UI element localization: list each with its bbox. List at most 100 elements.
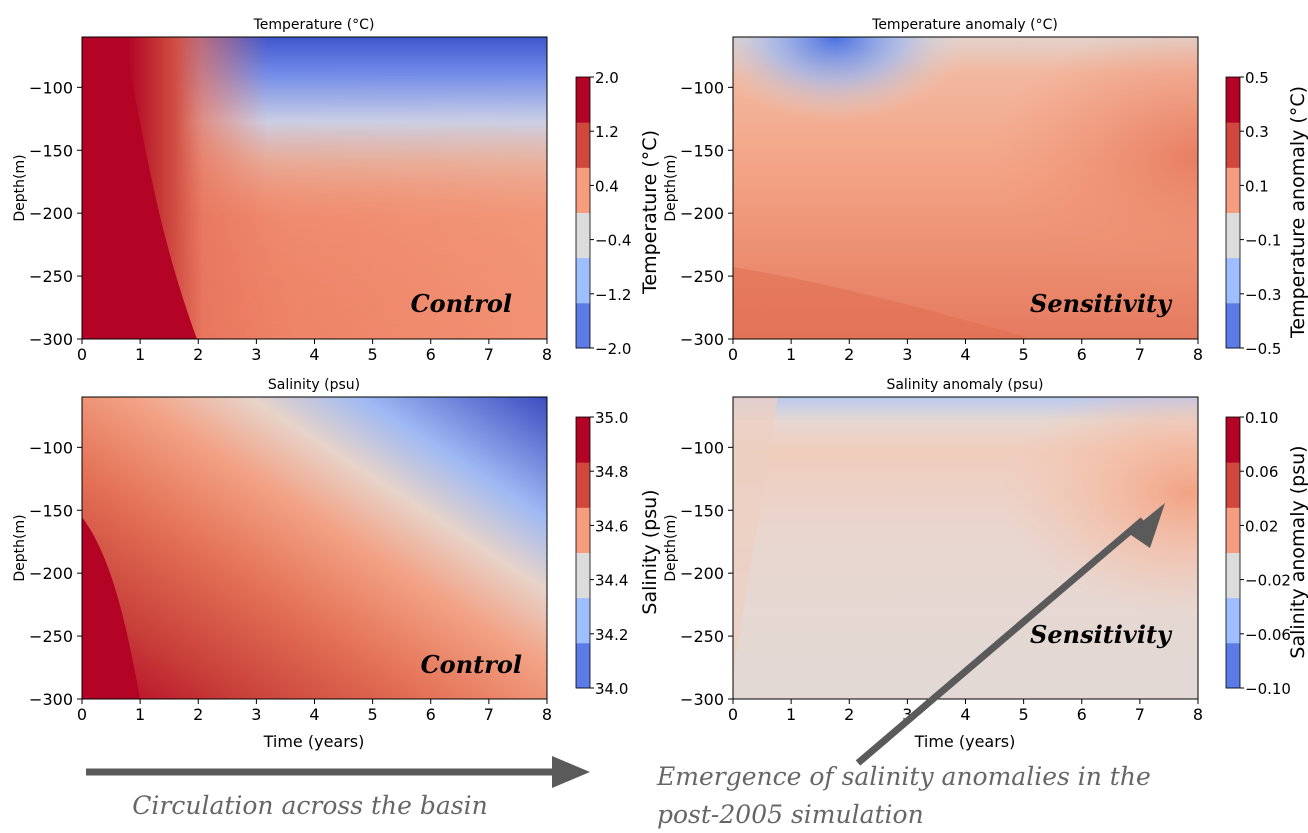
emergence-arrowhead — [1128, 503, 1165, 548]
x-tick-label: 0 — [77, 345, 87, 364]
colorbar-tick-label: 0.02 — [1245, 517, 1278, 535]
x-tick-label: 6 — [426, 345, 436, 364]
colorbar-band — [1226, 642, 1240, 689]
x-tick-label: 5 — [1019, 345, 1029, 364]
emergence-caption-line1: Emergence of salinity anomalies in the — [656, 762, 1151, 791]
colorbar-label: Salinity anomaly (psu) — [1287, 445, 1308, 658]
y-tick-label: −250 — [680, 267, 724, 286]
colorbar-label: Salinity (psu) — [639, 489, 661, 614]
y-tick-label: −300 — [680, 330, 724, 349]
y-axis: −100 −150 −200 −250 −300 — [680, 78, 733, 349]
colorbar-tick-label: 34.8 — [595, 463, 628, 481]
colorbar-frame — [1225, 416, 1241, 689]
panel-title: Salinity (psu) — [268, 377, 360, 393]
x-tick-label: 2 — [844, 705, 854, 724]
colorbar-tick-label: 1.2 — [595, 123, 619, 141]
x-tick-label: 0 — [77, 705, 87, 724]
x-axis-label: Time (years) — [914, 732, 1016, 751]
colorbar-band — [1226, 257, 1240, 304]
x-tick-label: 0 — [728, 345, 738, 364]
y-tick-label: −100 — [680, 78, 724, 97]
colorbar-tick-label: 0.10 — [1245, 409, 1278, 427]
x-tick-label: 7 — [484, 345, 494, 364]
colorbar-band — [1226, 77, 1240, 123]
colorbar-tick-label: 34.6 — [595, 517, 628, 535]
x-tick-label: 1 — [786, 345, 796, 364]
heatmap-warm-wedge — [82, 37, 197, 339]
colorbar-band — [576, 642, 590, 689]
x-tick-label: 1 — [135, 705, 145, 724]
x-tick-label: 5 — [368, 705, 378, 724]
y-tick-label: −300 — [29, 330, 73, 349]
colorbar-band — [576, 417, 590, 463]
heatmap-warm-wedge — [82, 517, 140, 699]
colorbar-temperature-anomaly: Temperature anomaly (°C) 0.5 0.3 0.1 −0.1 −0… — [1225, 69, 1308, 358]
colorbar-tick-label: −0.10 — [1245, 680, 1291, 698]
x-tick-label: 7 — [1135, 705, 1145, 724]
heatmap-field — [82, 397, 547, 699]
colorbar-band — [576, 167, 590, 213]
colorbar-salinity-anomaly: Salinity anomaly (psu) 0.10 0.06 0.02 −0.02… — [1225, 409, 1308, 698]
y-axis-label: Depth(m) — [12, 514, 28, 581]
x-tick-label: 3 — [902, 345, 912, 364]
panel-annotation: Sensitivity — [1030, 289, 1173, 318]
y-tick-label: −300 — [29, 690, 73, 709]
y-tick-label: −150 — [29, 501, 73, 520]
x-tick-label: 1 — [135, 345, 145, 364]
y-tick-label: −200 — [29, 204, 73, 223]
colorbar-band — [1226, 122, 1240, 168]
colorbar-band — [1226, 597, 1240, 644]
colorbar-tick-label: 0.3 — [1245, 123, 1269, 141]
emergence-arrow — [855, 517, 1146, 766]
x-axis: 0 1 2 3 4 5 6 7 8 — [728, 699, 1203, 724]
colorbar-band — [1226, 462, 1240, 508]
panel-title: Salinity anomaly (psu) — [886, 377, 1043, 393]
x-tick-label: 6 — [426, 705, 436, 724]
y-tick-label: −250 — [29, 627, 73, 646]
x-tick-label: 2 — [844, 345, 854, 364]
y-tick-label: −150 — [29, 141, 73, 160]
heatmap-left-plume — [733, 397, 778, 672]
y-tick-label: −200 — [680, 564, 724, 583]
y-axis-label: Depth(m) — [12, 154, 28, 221]
x-tick-label: 3 — [251, 705, 261, 724]
circulation-caption: Circulation across the basin — [132, 791, 487, 820]
y-axis: −100 −150 −200 −250 −300 — [29, 438, 82, 709]
x-tick-label: 8 — [1193, 705, 1203, 724]
colorbar-tick-label: −0.02 — [1245, 572, 1291, 590]
x-tick-label: 8 — [542, 705, 552, 724]
y-axis: −100 −150 −200 −250 −300 — [680, 438, 733, 709]
y-tick-label: −100 — [29, 438, 73, 457]
colorbar-tick-label: −1.2 — [595, 286, 631, 304]
x-axis: 0 1 2 3 4 5 6 7 8 — [77, 699, 552, 724]
colorbar-salinity: Salinity (psu) 35.0 34.8 34.6 34.4 34.2 34.0 — [575, 409, 661, 698]
x-tick-label: 4 — [960, 705, 970, 724]
colorbar-tick-label: 34.2 — [595, 626, 628, 644]
y-tick-label: −150 — [680, 501, 724, 520]
y-tick-label: −100 — [680, 438, 724, 457]
y-tick-label: −150 — [680, 141, 724, 160]
heatmap-deep-band — [733, 267, 1033, 339]
y-tick-label: −200 — [29, 564, 73, 583]
y-tick-label: −100 — [29, 78, 73, 97]
x-tick-label: 4 — [960, 345, 970, 364]
colorbar-tick-label: 34.0 — [595, 680, 628, 698]
x-tick-label: 8 — [1193, 345, 1203, 364]
y-tick-label: −200 — [680, 204, 724, 223]
x-tick-label: 2 — [193, 705, 203, 724]
panel-temperature-anomaly: Temperature anomaly (°C) Sensitivity 0 1 2… — [663, 17, 1203, 364]
colorbar-tick-label: −0.06 — [1245, 626, 1291, 644]
colorbar-label: Temperature (°C) — [639, 130, 661, 295]
x-axis: 0 1 2 3 4 5 6 7 8 — [728, 339, 1203, 364]
x-tick-label: 5 — [368, 345, 378, 364]
panel-salinity-anomaly: Salinity anomaly (psu) Sensitivity 0 1 2 3 4… — [663, 377, 1203, 751]
x-tick-label: 7 — [1135, 345, 1145, 364]
emergence-caption-line2: post-2005 simulation — [657, 800, 924, 829]
colorbar-tick-label: 0.5 — [1245, 69, 1269, 87]
colorbar-tick-label: −0.3 — [1245, 286, 1281, 304]
colorbar-band — [1226, 212, 1240, 259]
colorbar-band — [1226, 552, 1240, 599]
x-tick-label: 4 — [309, 345, 319, 364]
colorbar-tick-label: −0.4 — [595, 232, 631, 250]
